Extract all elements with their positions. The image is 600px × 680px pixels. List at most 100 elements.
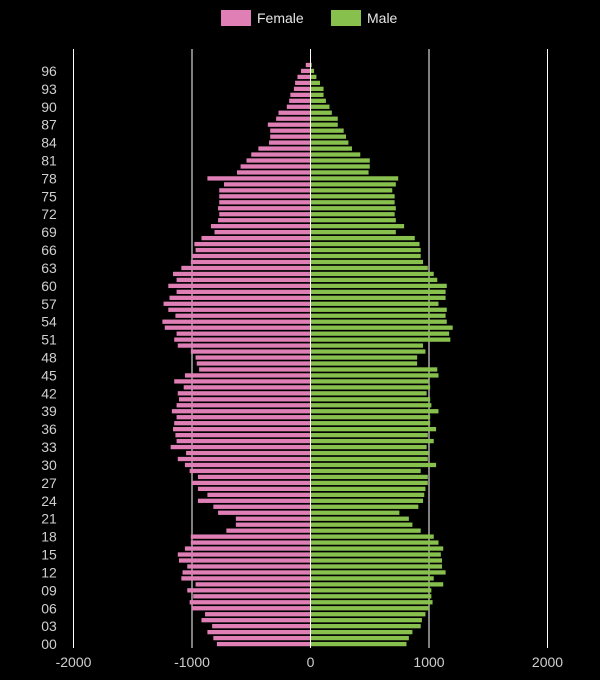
male-bar-age-45[interactable]: [310, 373, 439, 378]
male-bar-age-49[interactable]: [310, 349, 426, 354]
female-bar-age-77[interactable]: [224, 182, 311, 187]
female-bar-age-8[interactable]: [193, 594, 311, 599]
female-bar-age-73[interactable]: [218, 206, 311, 211]
female-bar-age-35[interactable]: [175, 432, 311, 438]
male-bar-age-58[interactable]: [310, 295, 446, 300]
male-bar-age-74[interactable]: [310, 200, 395, 205]
male-bar-age-16[interactable]: [310, 546, 444, 551]
female-bar-age-31[interactable]: [177, 456, 311, 462]
male-bar-age-83[interactable]: [310, 146, 352, 151]
male-bar-age-56[interactable]: [310, 307, 447, 312]
female-bar-age-20[interactable]: [235, 522, 311, 527]
male-bar-age-34[interactable]: [310, 438, 434, 444]
female-bar-age-60[interactable]: [168, 283, 311, 289]
male-bar-age-63[interactable]: [310, 265, 428, 271]
male-bar-age-81[interactable]: [310, 158, 370, 163]
female-bar-age-30[interactable]: [184, 462, 311, 468]
male-bar-age-88[interactable]: [310, 116, 338, 121]
female-bar-age-82[interactable]: [251, 152, 311, 157]
male-bar-age-38[interactable]: [310, 415, 431, 420]
female-bar-age-7[interactable]: [189, 600, 311, 605]
female-bar-age-33[interactable]: [170, 444, 311, 450]
female-bar-age-21[interactable]: [235, 516, 311, 521]
male-bar-age-78[interactable]: [310, 176, 399, 181]
female-bar-age-86[interactable]: [270, 128, 311, 133]
female-bar-age-4[interactable]: [201, 618, 311, 623]
male-bar-age-32[interactable]: [310, 450, 430, 456]
female-bar-age-58[interactable]: [169, 295, 311, 300]
male-bar-age-31[interactable]: [310, 456, 428, 462]
female-bar-age-57[interactable]: [163, 301, 311, 306]
male-bar-age-23[interactable]: [310, 504, 419, 509]
male-bar-age-27[interactable]: [310, 480, 428, 486]
female-bar-age-39[interactable]: [171, 409, 311, 414]
female-bar-age-27[interactable]: [192, 480, 311, 486]
male-bar-age-13[interactable]: [310, 564, 443, 569]
female-bar-age-49[interactable]: [190, 349, 311, 354]
female-bar-age-81[interactable]: [246, 158, 311, 163]
female-bar-age-0[interactable]: [216, 641, 311, 647]
female-bar-age-76[interactable]: [219, 188, 311, 193]
female-bar-age-53[interactable]: [164, 325, 311, 330]
female-bar-age-96[interactable]: [301, 68, 311, 74]
female-bar-age-36[interactable]: [173, 427, 311, 432]
male-bar-age-0[interactable]: [310, 641, 407, 647]
female-bar-age-15[interactable]: [177, 552, 311, 557]
female-bar-age-14[interactable]: [178, 558, 311, 563]
male-bar-age-36[interactable]: [310, 427, 437, 432]
male-bar-age-95[interactable]: [310, 74, 317, 80]
male-bar-age-93[interactable]: [310, 86, 324, 92]
female-bar-age-52[interactable]: [176, 331, 311, 336]
male-bar-age-57[interactable]: [310, 301, 439, 306]
male-bar-age-3[interactable]: [310, 624, 421, 629]
male-bar-age-90[interactable]: [310, 104, 330, 109]
female-bar-age-12[interactable]: [182, 570, 311, 575]
male-bar-age-72[interactable]: [310, 212, 395, 217]
male-bar-age-21[interactable]: [310, 516, 409, 521]
female-bar-age-29[interactable]: [189, 468, 311, 474]
female-bar-age-32[interactable]: [186, 450, 311, 456]
female-bar-age-23[interactable]: [213, 504, 311, 509]
male-bar-age-77[interactable]: [310, 182, 396, 187]
male-bar-age-42[interactable]: [310, 391, 427, 396]
male-bar-age-48[interactable]: [310, 355, 418, 360]
female-bar-age-48[interactable]: [195, 355, 311, 360]
female-bar-age-44[interactable]: [174, 379, 311, 384]
female-bar-age-5[interactable]: [205, 612, 311, 617]
female-bar-age-89[interactable]: [278, 110, 311, 115]
female-bar-age-40[interactable]: [176, 403, 311, 408]
male-bar-age-66[interactable]: [310, 247, 421, 253]
female-bar-age-71[interactable]: [218, 218, 311, 223]
female-bar-age-95[interactable]: [297, 74, 311, 80]
male-bar-age-40[interactable]: [310, 403, 432, 408]
female-bar-age-70[interactable]: [210, 224, 311, 229]
male-bar-age-24[interactable]: [310, 498, 424, 503]
female-bar-age-37[interactable]: [174, 421, 311, 426]
female-bar-age-56[interactable]: [168, 307, 311, 312]
male-bar-age-89[interactable]: [310, 110, 332, 115]
male-bar-age-92[interactable]: [310, 92, 324, 97]
male-bar-age-73[interactable]: [310, 206, 396, 211]
female-bar-age-69[interactable]: [214, 230, 311, 235]
female-bar-age-74[interactable]: [219, 200, 311, 205]
male-bar-age-94[interactable]: [310, 80, 320, 86]
male-bar-age-30[interactable]: [310, 462, 437, 468]
female-bar-age-64[interactable]: [190, 259, 311, 265]
male-bar-age-14[interactable]: [310, 558, 443, 563]
male-bar-age-61[interactable]: [310, 277, 438, 283]
male-bar-age-71[interactable]: [310, 218, 396, 223]
male-bar-age-28[interactable]: [310, 474, 428, 480]
male-bar-age-4[interactable]: [310, 618, 422, 623]
female-bar-age-17[interactable]: [190, 540, 311, 545]
male-bar-age-62[interactable]: [310, 271, 434, 277]
male-bar-age-5[interactable]: [310, 612, 426, 617]
male-bar-age-2[interactable]: [310, 629, 413, 635]
male-bar-age-70[interactable]: [310, 224, 405, 229]
male-bar-age-10[interactable]: [310, 582, 444, 587]
female-bar-age-28[interactable]: [197, 474, 311, 480]
male-bar-age-86[interactable]: [310, 128, 344, 133]
female-bar-age-16[interactable]: [184, 546, 311, 551]
female-bar-age-67[interactable]: [194, 241, 311, 247]
female-bar-age-10[interactable]: [195, 582, 311, 587]
male-bar-age-79[interactable]: [310, 170, 369, 175]
